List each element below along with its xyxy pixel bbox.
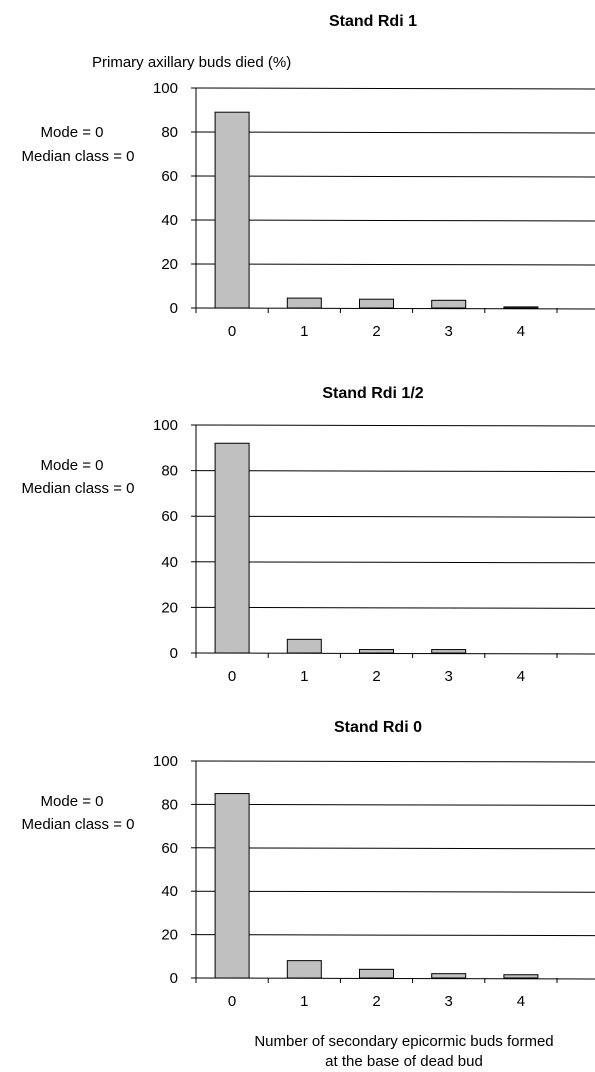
gridline-80 bbox=[195, 470, 595, 473]
median-annotation: Median class = 0 bbox=[22, 148, 135, 165]
y-tick-label: 20 bbox=[161, 927, 178, 944]
x-tick-label: 2 bbox=[372, 993, 380, 1010]
bar-2 bbox=[359, 298, 394, 309]
gridline-20 bbox=[195, 263, 595, 266]
bar-1 bbox=[286, 297, 322, 309]
x-tick-label: 3 bbox=[445, 993, 453, 1010]
gridline-40 bbox=[195, 219, 595, 222]
x-tick-label: 4 bbox=[517, 323, 525, 340]
x-tick-label: 0 bbox=[228, 668, 236, 685]
y-tick-label: 40 bbox=[161, 883, 178, 900]
x-axis-line bbox=[195, 307, 595, 310]
x-tick-labels: 0 1 2 3 4 bbox=[228, 668, 525, 685]
gridline-80 bbox=[195, 803, 595, 806]
x-axis-label-line1: Number of secondary epicormic buds forme… bbox=[254, 1033, 553, 1050]
bar-4 bbox=[503, 974, 539, 979]
y-tick-label: 100 bbox=[153, 753, 178, 770]
gridline-100 bbox=[195, 760, 595, 763]
y-tick-label: 100 bbox=[153, 80, 178, 97]
y-tick-label: 80 bbox=[161, 796, 178, 813]
gridline-60 bbox=[195, 847, 595, 850]
x-tick-label: 1 bbox=[300, 993, 308, 1010]
y-tick-label: 40 bbox=[161, 212, 178, 229]
mode-annotation: Mode = 0 bbox=[41, 457, 104, 474]
y-tick-label: 60 bbox=[161, 508, 178, 525]
x-tick-labels: 0 1 2 3 4 bbox=[228, 323, 525, 340]
y-tick-label: 80 bbox=[161, 463, 178, 480]
y-tick-label: 20 bbox=[161, 256, 178, 273]
gridline-60 bbox=[195, 515, 595, 518]
gridlines bbox=[195, 87, 595, 266]
y-tick-label: 0 bbox=[170, 970, 178, 987]
x-tick-label: 4 bbox=[517, 993, 525, 1010]
x-tick-label: 2 bbox=[372, 323, 380, 340]
y-tick-labels: 0 20 40 60 80 100 bbox=[153, 417, 178, 662]
chart-panel-rdi-1: Stand Rdi 1 Mode = 0 Median class = 0 0 2… bbox=[22, 13, 595, 340]
y-tick-label: 0 bbox=[170, 300, 178, 317]
x-tick-label: 0 bbox=[228, 993, 236, 1010]
y-tick-labels: 0 20 40 60 80 100 bbox=[153, 753, 178, 987]
x-tick-label: 3 bbox=[445, 668, 453, 685]
y-tick-label: 60 bbox=[161, 168, 178, 185]
gridline-20 bbox=[195, 934, 595, 937]
axes bbox=[191, 87, 595, 313]
x-axis-line bbox=[195, 977, 595, 980]
bars bbox=[214, 442, 467, 654]
mode-annotation: Mode = 0 bbox=[41, 124, 104, 141]
median-annotation: Median class = 0 bbox=[22, 816, 135, 833]
bar-1 bbox=[286, 960, 322, 979]
x-axis-line bbox=[195, 652, 595, 655]
mode-annotation: Mode = 0 bbox=[41, 793, 104, 810]
chart-title: Stand Rdi 0 bbox=[334, 719, 422, 736]
chart-title: Stand Rdi 1/2 bbox=[322, 385, 423, 402]
y-tick-label: 80 bbox=[161, 124, 178, 141]
bars bbox=[214, 111, 539, 309]
bar-3 bbox=[431, 973, 467, 979]
chart-panel-rdi-0: Stand Rdi 0 Mode = 0 Median class = 0 0 2… bbox=[22, 719, 595, 1010]
gridline-20 bbox=[195, 606, 595, 609]
x-tick-label: 3 bbox=[445, 323, 453, 340]
y-tick-label: 60 bbox=[161, 840, 178, 857]
chart-panel-rdi-half: Stand Rdi 1/2 Mode = 0 Median class = 0 … bbox=[22, 385, 595, 685]
bar-2 bbox=[359, 968, 394, 979]
x-tick-labels: 0 1 2 3 4 bbox=[228, 993, 525, 1010]
x-tick-label: 1 bbox=[300, 323, 308, 340]
y-tick-label: 40 bbox=[161, 554, 178, 571]
y-tick-labels: 0 20 40 60 80 100 bbox=[153, 80, 178, 317]
gridline-40 bbox=[195, 561, 595, 564]
chart-title: Stand Rdi 1 bbox=[329, 13, 417, 30]
gridline-100 bbox=[195, 424, 595, 427]
bars bbox=[214, 793, 539, 979]
gridlines bbox=[195, 424, 595, 609]
x-tick-label: 0 bbox=[228, 323, 236, 340]
x-tick-label: 4 bbox=[517, 668, 525, 685]
gridline-100 bbox=[195, 87, 595, 90]
bar-0 bbox=[214, 111, 250, 309]
axes bbox=[191, 760, 595, 983]
bar-3 bbox=[431, 649, 467, 654]
y-axis-label: Primary axillary buds died (%) bbox=[92, 54, 291, 71]
x-tick-label: 2 bbox=[372, 668, 380, 685]
x-axis-label-line2: at the base of dead bud bbox=[325, 1053, 483, 1070]
bar-3 bbox=[431, 299, 467, 309]
bar-4 bbox=[503, 306, 539, 309]
gridline-80 bbox=[195, 131, 595, 134]
y-tick-label: 0 bbox=[170, 645, 178, 662]
y-tick-label: 20 bbox=[161, 599, 178, 616]
median-annotation: Median class = 0 bbox=[22, 480, 135, 497]
y-tick-label: 100 bbox=[153, 417, 178, 434]
bar-1 bbox=[286, 638, 322, 654]
bar-2 bbox=[359, 649, 394, 654]
bar-0 bbox=[214, 442, 250, 654]
axes bbox=[191, 424, 595, 658]
gridline-40 bbox=[195, 890, 595, 893]
bar-0 bbox=[214, 793, 250, 979]
gridlines bbox=[195, 760, 595, 937]
x-tick-label: 1 bbox=[300, 668, 308, 685]
gridline-60 bbox=[195, 175, 595, 178]
